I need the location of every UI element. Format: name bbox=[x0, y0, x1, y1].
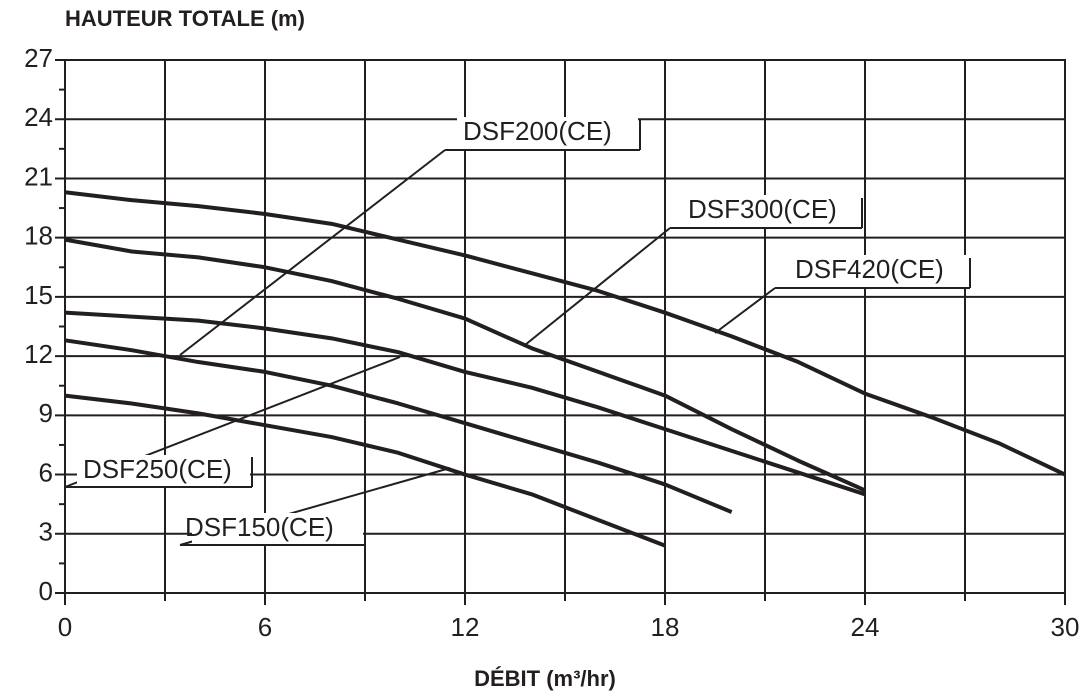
plot-frame bbox=[64, 59, 1066, 594]
legend-label: DSF250(CE) bbox=[83, 454, 232, 484]
leader-line bbox=[714, 287, 776, 334]
y-tick-label: 12 bbox=[24, 339, 53, 369]
legend-label: DSF150(CE) bbox=[185, 512, 334, 542]
curve bbox=[64, 237, 866, 493]
curve bbox=[64, 190, 1066, 477]
y-tick-label: 21 bbox=[24, 161, 53, 191]
x-tick-label: 12 bbox=[451, 612, 480, 642]
label-bg bbox=[787, 255, 968, 287]
x-tick-label: 30 bbox=[1051, 612, 1080, 642]
legend-label: DSF420(CE) bbox=[795, 254, 944, 284]
x-tick-label: 18 bbox=[651, 612, 680, 642]
y-axis-title: HAUTEUR TOTALE (m) bbox=[65, 6, 305, 31]
legend-label: DSF300(CE) bbox=[688, 194, 837, 224]
label-bg bbox=[77, 455, 250, 487]
curve bbox=[64, 310, 866, 497]
x-axis-title: DÉBIT (m³/hr) bbox=[474, 666, 616, 691]
curve bbox=[64, 393, 666, 548]
y-tick-label: 0 bbox=[39, 576, 53, 606]
label-bg bbox=[192, 513, 363, 545]
curve bbox=[64, 338, 733, 514]
y-tick-label: 15 bbox=[24, 280, 53, 310]
label-bg bbox=[682, 195, 860, 227]
label-bg bbox=[457, 117, 638, 149]
y-tick-label: 24 bbox=[24, 102, 53, 132]
x-tick-label: 24 bbox=[851, 612, 880, 642]
y-tick-label: 6 bbox=[39, 457, 53, 487]
y-tick-label: 18 bbox=[24, 221, 53, 251]
leader-line bbox=[524, 227, 671, 346]
x-tick-label: 0 bbox=[58, 612, 72, 642]
y-tick-label: 3 bbox=[39, 517, 53, 547]
y-tick-label: 9 bbox=[39, 398, 53, 428]
x-tick-label: 6 bbox=[258, 612, 272, 642]
legend-label: DSF200(CE) bbox=[463, 116, 612, 146]
y-tick-label: 27 bbox=[24, 43, 53, 73]
leader-line bbox=[179, 149, 446, 356]
